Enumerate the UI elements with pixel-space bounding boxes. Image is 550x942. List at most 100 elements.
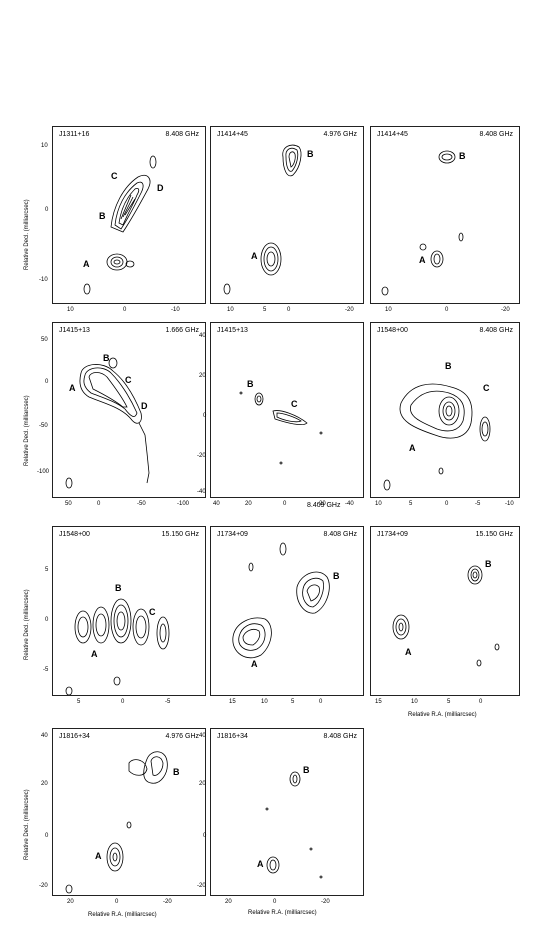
component-label: A (405, 647, 412, 657)
x-tick: 0 (283, 501, 287, 507)
component-label: B (459, 151, 466, 161)
frequency: 8.408 GHz (323, 531, 357, 538)
x-axis-label: Relative R.A. (milliarcsec) (88, 912, 157, 918)
component-label: D (157, 183, 164, 193)
x-tick: 0 (445, 501, 449, 507)
y-tick: 20 (41, 781, 48, 787)
x-tick: 10 (375, 501, 382, 507)
component-label: A (419, 255, 426, 265)
x-tick: -5 (475, 501, 481, 507)
x-tick: 0 (115, 899, 119, 905)
contour-map (381, 150, 464, 296)
frequency: 8.408 GHz (479, 327, 513, 334)
panel-j1414-8408: J1414+45 8.408 GHz A B 10 0 -20 (370, 126, 520, 313)
source-name: J1734+09 (377, 531, 408, 538)
contour-map (232, 542, 330, 659)
y-tick: -50 (39, 423, 48, 429)
y-tick: 10 (41, 143, 48, 149)
contour-map (65, 751, 168, 894)
frequency: 8.408 GHz (479, 131, 513, 138)
x-tick: 10 (385, 307, 392, 313)
component-label: A (251, 251, 258, 261)
x-tick: 50 (65, 501, 72, 507)
contour-map (65, 598, 170, 695)
frequency: 4.976 GHz (323, 131, 357, 138)
component-label: D (141, 401, 148, 411)
x-tick: -5 (165, 699, 171, 705)
contour-map (223, 144, 302, 295)
y-tick: -20 (197, 883, 206, 889)
component-label: A (257, 859, 264, 869)
x-axis-label: Relative R.A. (milliarcsec) (408, 712, 477, 718)
x-tick: 0 (319, 699, 323, 705)
x-tick: 20 (225, 899, 232, 905)
y-tick: -10 (39, 277, 48, 283)
component-label: C (111, 171, 118, 181)
source-name: J1816+34 (217, 733, 248, 740)
y-tick: 40 (199, 733, 206, 739)
y-tick: 20 (199, 781, 206, 787)
y-tick: -20 (197, 453, 206, 459)
source-name: J1414+45 (377, 131, 408, 138)
source-name: J1816+34 (59, 733, 90, 740)
x-tick: 5 (447, 699, 451, 705)
frequency: 8.409 GHz (307, 502, 341, 509)
panel-j1548-8408: J1548+00 8.408 GHz A B C 10 5 0 -5 -10 (370, 322, 520, 507)
y-tick: -20 (39, 883, 48, 889)
y-tick: 40 (41, 733, 48, 739)
contour-map (83, 155, 157, 295)
component-label: A (251, 659, 258, 669)
y-tick: 20 (199, 373, 206, 379)
y-axis-label: Relative Decl. (milliarcsec) (24, 395, 30, 466)
frequency: 15.150 GHz (161, 531, 199, 538)
source-name: J1734+09 (217, 531, 248, 538)
panel-j1548-15150: J1548+00 15.150 GHz A B C 5 0 -5 5 0 -5 (43, 526, 206, 705)
frequency: 15.150 GHz (475, 531, 513, 538)
panel-j1734-15150: J1734+09 15.150 GHz A B 15 10 5 0 (370, 526, 520, 705)
source-name: J1414+45 (217, 131, 248, 138)
component-label: B (445, 361, 452, 371)
panel-j1816-8408: J1816+34 8.408 GHz A B 40 20 0 -20 20 0 … (197, 728, 364, 905)
y-tick: 5 (45, 567, 49, 573)
x-tick: 0 (287, 307, 291, 313)
x-tick: 15 (229, 699, 236, 705)
source-name: J1415+13 (59, 327, 90, 334)
contour-map (239, 391, 323, 465)
component-label: B (247, 379, 254, 389)
x-tick: 5 (291, 699, 295, 705)
x-tick: 10 (227, 307, 234, 313)
y-tick: 0 (45, 833, 49, 839)
y-tick: 0 (45, 379, 49, 385)
panel-j1816-4976: J1816+34 4.976 GHz A B 40 20 0 -20 20 0 … (39, 728, 206, 905)
x-tick: -20 (163, 899, 172, 905)
component-label: B (307, 149, 314, 159)
x-tick: 20 (67, 899, 74, 905)
x-tick: -100 (177, 501, 190, 507)
panel-j1414-4976: J1414+45 4.976 GHz A B 10 5 0 -20 (210, 126, 364, 313)
x-tick: 40 (213, 501, 220, 507)
y-axis-label: Relative Decl. (milliarcsec) (24, 199, 30, 270)
x-tick: -20 (501, 307, 510, 313)
panel-j1415-1666: J1415+13 1.666 GHz A B C D 50 0 -50 -100… (37, 322, 206, 507)
frequency: 8.408 GHz (323, 733, 357, 740)
component-label: A (409, 443, 416, 453)
component-label: B (173, 767, 180, 777)
x-tick: 5 (77, 699, 81, 705)
component-label: C (483, 383, 490, 393)
component-label: B (303, 765, 310, 775)
x-axis-label: Relative R.A. (milliarcsec) (248, 910, 317, 916)
component-label: C (125, 375, 132, 385)
x-tick: -20 (321, 899, 330, 905)
x-tick: 10 (67, 307, 74, 313)
y-tick: -40 (197, 489, 206, 495)
panel-j1311-8408: J1311+16 8.408 GHz A B C D 10 0 -10 10 0… (39, 126, 206, 313)
x-tick: -40 (345, 501, 354, 507)
x-tick: 10 (261, 699, 268, 705)
component-label: C (149, 607, 156, 617)
component-label: B (103, 353, 110, 363)
component-label: C (291, 399, 298, 409)
y-tick: -5 (43, 667, 49, 673)
contour-map (65, 357, 150, 489)
x-tick: 5 (263, 307, 267, 313)
x-tick: 0 (273, 899, 277, 905)
